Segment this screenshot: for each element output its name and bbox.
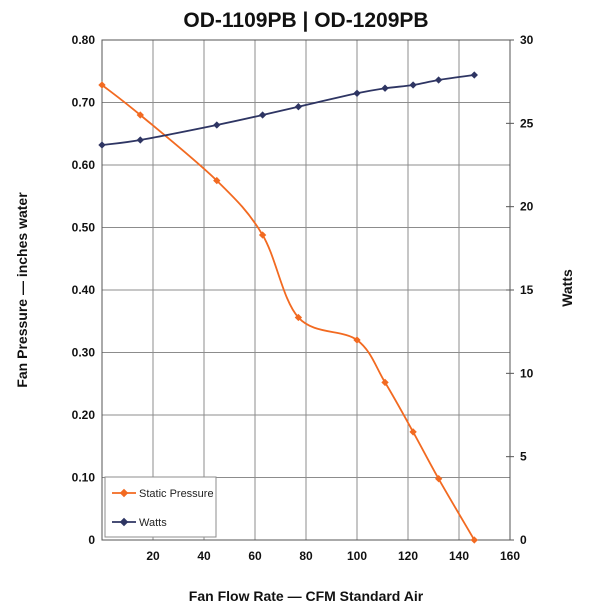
legend-label-static-pressure: Static Pressure xyxy=(139,488,214,500)
data-point-static-pressure xyxy=(381,378,389,387)
y2-tick-label: 10 xyxy=(520,366,534,380)
series-line-watts xyxy=(101,74,475,146)
x-tick-label: 80 xyxy=(299,549,313,563)
y2-tick-label: 0 xyxy=(520,533,527,547)
data-point-static-pressure xyxy=(353,336,361,344)
data-point-watts xyxy=(409,81,417,89)
series-layer xyxy=(98,71,478,544)
y-tick-label: 0.20 xyxy=(72,408,96,422)
legend: Static Pressure Watts xyxy=(104,476,217,538)
tick-labels: 20 40 60 80 100 120 140 16000.100.200.300.400.5… xyxy=(72,33,534,563)
data-point-watts xyxy=(381,84,389,92)
data-point-static-pressure xyxy=(294,313,303,322)
series-line-static-pressure xyxy=(101,84,476,541)
y2-tick-label: 15 xyxy=(520,283,534,297)
y2-tick-label: 5 xyxy=(520,450,527,464)
data-point-static-pressure xyxy=(434,475,443,483)
data-point-watts xyxy=(258,111,267,119)
y2-axis-title: Watts xyxy=(559,269,575,307)
data-point-watts xyxy=(136,136,144,144)
y-tick-label: 0.30 xyxy=(72,346,96,360)
legend-label-watts: Watts xyxy=(139,517,167,529)
x-tick-label: 100 xyxy=(347,549,367,563)
y-tick-label: 0.40 xyxy=(72,283,96,297)
data-point-watts xyxy=(353,89,361,97)
x-tick-label: 160 xyxy=(500,549,520,563)
data-point-static-pressure xyxy=(409,428,417,436)
data-point-static-pressure xyxy=(470,536,478,544)
legend-marker-static-pressure xyxy=(119,488,129,498)
data-point-watts xyxy=(213,121,221,129)
y2-tick-label: 30 xyxy=(520,33,534,47)
y-tick-label: 0 xyxy=(88,533,95,547)
data-point-watts xyxy=(98,141,106,149)
y-tick-label: 0.50 xyxy=(72,221,96,235)
y-axis-title: Fan Pressure — inches water xyxy=(14,192,30,388)
legend-box xyxy=(104,476,217,538)
x-tick-label: 20 xyxy=(146,549,160,563)
data-point-watts xyxy=(470,71,478,79)
x-tick-label: 120 xyxy=(398,549,418,563)
y2-tick-label: 25 xyxy=(520,116,534,130)
data-point-watts xyxy=(294,103,303,111)
x-tick-label: 40 xyxy=(197,549,211,563)
y-tick-label: 0.60 xyxy=(72,158,96,172)
data-point-watts xyxy=(434,76,443,84)
data-point-static-pressure xyxy=(98,81,106,89)
x-tick-label: 60 xyxy=(248,549,262,563)
y2-tick-label: 20 xyxy=(520,200,534,214)
data-point-static-pressure xyxy=(213,176,221,185)
data-point-static-pressure xyxy=(258,231,267,239)
y-tick-label: 0.10 xyxy=(72,471,96,485)
y-tick-label: 0.80 xyxy=(72,33,96,47)
chart-title: OD-1109PB | OD-1209PB xyxy=(183,9,428,32)
x-tick-label: 140 xyxy=(449,549,469,563)
y-tick-label: 0.70 xyxy=(72,96,96,110)
x-axis-title: Fan Flow Rate — CFM Standard Air xyxy=(189,588,424,604)
grid-lines xyxy=(102,40,510,540)
data-point-static-pressure xyxy=(136,111,144,119)
